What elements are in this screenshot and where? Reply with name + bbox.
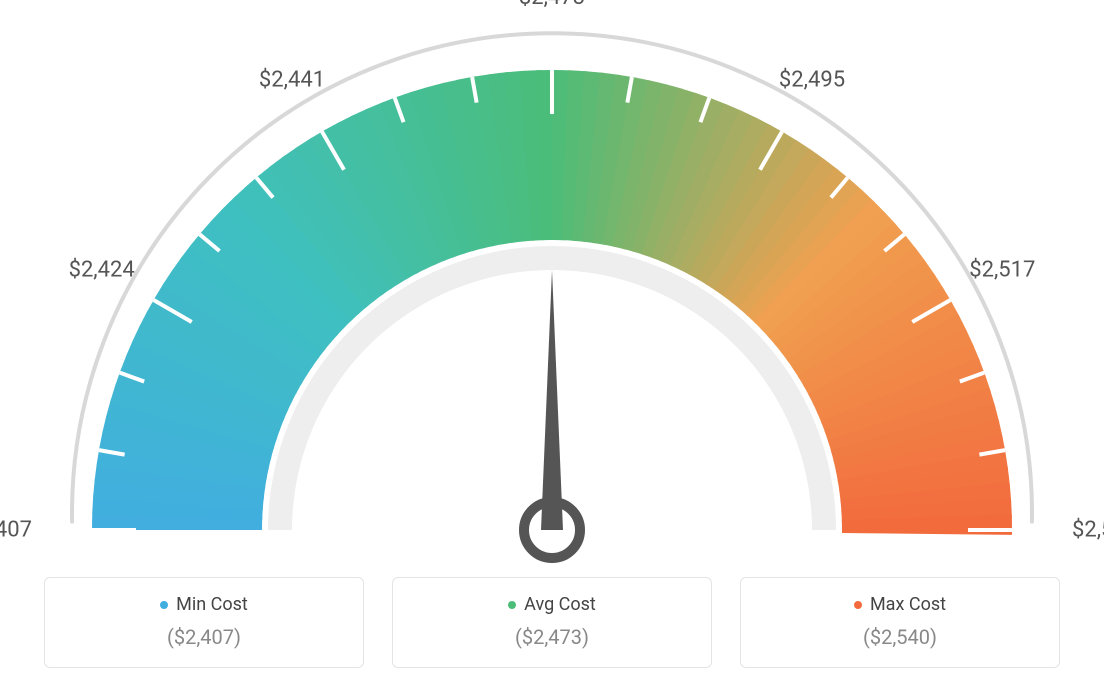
- cost-cards: Min Cost ($2,407) Avg Cost ($2,473) Max …: [44, 577, 1060, 669]
- avg-cost-card: Avg Cost ($2,473): [392, 577, 712, 669]
- min-cost-card: Min Cost ($2,407): [44, 577, 364, 669]
- avg-dot-icon: [508, 601, 516, 609]
- gauge-tick-label: $2,407: [0, 518, 32, 543]
- avg-cost-label: Avg Cost: [524, 594, 596, 615]
- avg-cost-title: Avg Cost: [508, 594, 596, 615]
- max-cost-card: Max Cost ($2,540): [740, 577, 1060, 669]
- avg-cost-value: ($2,473): [413, 625, 691, 649]
- min-cost-label: Min Cost: [176, 594, 248, 615]
- gauge-tick-label: $2,424: [69, 258, 135, 283]
- gauge-tick-label: $2,441: [259, 67, 325, 92]
- min-dot-icon: [160, 601, 168, 609]
- gauge-tick-label: $2,540: [1072, 518, 1104, 543]
- gauge-tick-label: $2,473: [519, 0, 585, 10]
- gauge-chart: $2,407$2,424$2,441$2,473$2,495$2,517$2,5…: [42, 20, 1062, 580]
- min-cost-title: Min Cost: [160, 594, 248, 615]
- max-dot-icon: [854, 601, 862, 609]
- gauge-tick-label: $2,517: [969, 258, 1035, 283]
- max-cost-value: ($2,540): [761, 625, 1039, 649]
- min-cost-value: ($2,407): [65, 625, 343, 649]
- max-cost-title: Max Cost: [854, 594, 946, 615]
- gauge-tick-label: $2,495: [779, 67, 845, 92]
- gauge-svg: [42, 20, 1062, 580]
- max-cost-label: Max Cost: [870, 594, 946, 615]
